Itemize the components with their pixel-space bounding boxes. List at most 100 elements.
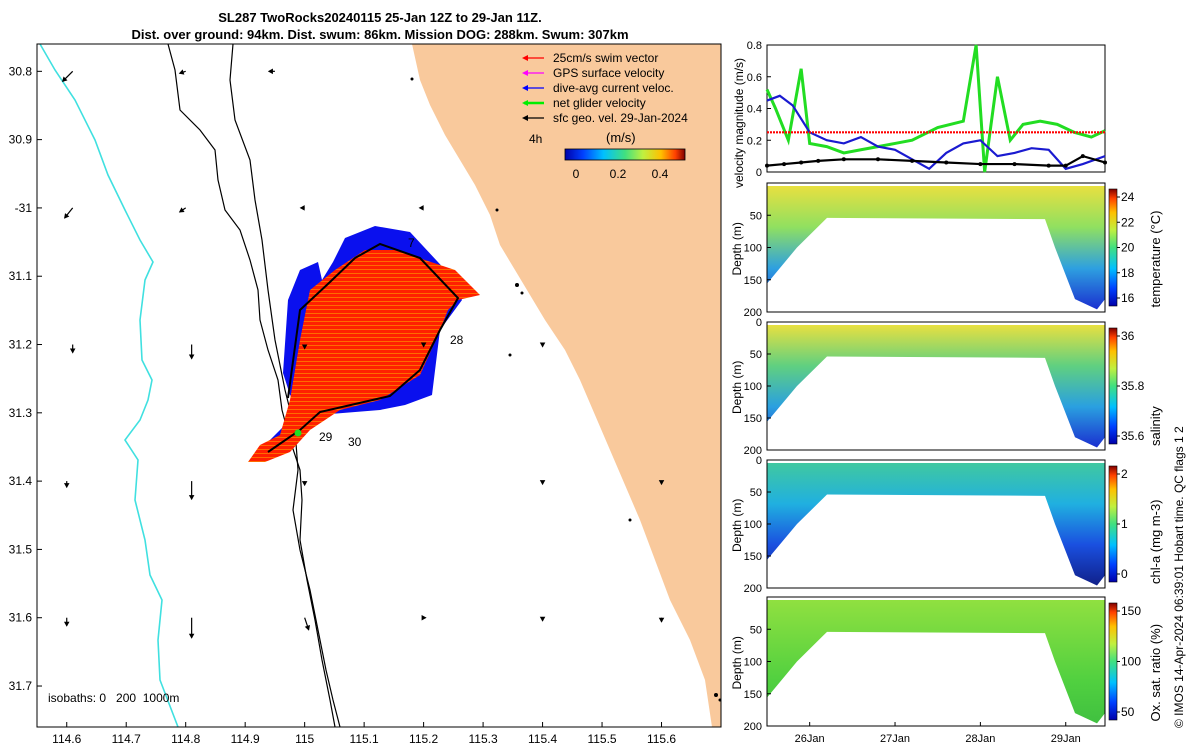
map-ytick-label: 31.7 <box>9 679 33 693</box>
colorbar-tick-label: 22 <box>1121 215 1135 229</box>
map-xtick-label: 115.5 <box>587 732 616 746</box>
salinity-depth-ylabel: Depth (m) <box>730 361 744 414</box>
temperature-depth-ylabel: Depth (m) <box>730 222 744 275</box>
depth-tick-label: 100 <box>744 243 762 255</box>
oxygen-colorbar-label: Ox. sat. ratio (%) <box>1148 624 1163 722</box>
legend-label: GPS surface velocity <box>553 66 664 80</box>
geo-velocity-arrowhead <box>420 342 427 348</box>
colorbar-tick-2: 0.4 <box>652 167 669 181</box>
salinity-colorbar <box>1108 327 1118 445</box>
colorbar-tick-label: 24 <box>1121 190 1135 204</box>
depth-tick-label: 100 <box>744 657 762 669</box>
temperature-colorbar <box>1108 188 1118 307</box>
velocity-point <box>1063 163 1068 168</box>
isobaths-label: isobaths: 0 200 1000m <box>48 691 179 705</box>
map-xtick-label: 115.1 <box>350 732 379 746</box>
velocity-point <box>944 160 949 165</box>
geo-velocity-arrowhead <box>421 614 427 621</box>
colorbar-tick-0: 0 <box>573 167 580 181</box>
geo-velocity-arrowhead <box>658 480 665 486</box>
velocity-ytick-label: 0.4 <box>747 104 762 116</box>
figure-title-line2: Dist. over ground: 94km. Dist. swum: 86k… <box>131 27 629 42</box>
velocity-point <box>765 163 769 168</box>
map-xtick-label: 114.7 <box>112 732 141 746</box>
map-ytick-label: 30.8 <box>9 64 33 78</box>
geo-velocity-arrowhead <box>301 344 308 350</box>
geo-velocity-arrowhead <box>188 633 195 639</box>
interval-label: 4h <box>529 132 542 146</box>
geo-velocity-arrowhead <box>188 354 195 360</box>
map-xtick-label: 114.8 <box>171 732 200 746</box>
geo-velocity-arrowhead <box>63 621 70 627</box>
colorbar-tick-label: 2 <box>1121 467 1128 481</box>
depth-tick-label: 0 <box>756 455 762 467</box>
day-label-30: 30 <box>348 435 362 449</box>
map-xtick-label: 115.2 <box>409 732 438 746</box>
legend-label: sfc geo. vel. 29-Jan-2024 <box>553 111 688 125</box>
depth-tick-label: 50 <box>750 487 762 499</box>
map-ytick-label: 31.2 <box>9 338 33 352</box>
velocity-point <box>875 157 880 162</box>
map-x-axis: 114.6 114.7 114.8 114.9 115 115.1 115.2 115.3 11… <box>52 722 676 746</box>
depth-tick-label: 100 <box>744 519 762 531</box>
geo-velocity-arrowhead <box>178 69 185 75</box>
velocity-series-line <box>766 154 1106 167</box>
colorbar-tick-label: 35.6 <box>1121 429 1145 443</box>
map-xtick-label: 115.6 <box>647 732 676 746</box>
map-ytick-label: 30.9 <box>9 133 33 147</box>
legend-entry: 25cm/s swim vector <box>522 51 658 65</box>
colorbar-tick-1: 0.2 <box>610 167 627 181</box>
velocity-point <box>1080 154 1085 159</box>
legend-entry: sfc geo. vel. 29-Jan-2024 <box>522 111 688 125</box>
oxygen-depth-ylabel: Depth (m) <box>730 636 744 689</box>
isobath-200m <box>167 44 336 727</box>
time-tick-label: 29Jan <box>1051 733 1081 745</box>
velocity-ytick-label: 0 <box>756 167 762 179</box>
depth-tick-label: 200 <box>744 583 762 595</box>
map-xtick-label: 114.9 <box>231 732 260 746</box>
figure-title-line1: SL287 TwoRocks20240115 25-Jan 12Z to 29-… <box>218 10 542 25</box>
legend-entry: net glider velocity <box>522 96 646 110</box>
temperature-section-panel: 50 100 150 200 Depth (m) 16 18 20 22 24 temperatur… <box>730 182 1163 319</box>
day-label-27: 7 <box>408 236 415 250</box>
velocity-point <box>1012 162 1017 167</box>
velocity-series-line <box>765 44 1106 173</box>
glider-position <box>294 429 302 437</box>
isobath-1000m <box>39 44 179 727</box>
geo-velocity-arrowhead <box>418 205 424 211</box>
time-tick-label: 26Jan <box>795 733 825 745</box>
depth-tick-label: 150 <box>744 689 762 701</box>
track-map: 7 28 29 30 114.6 114.7 114.8 114.9 115 115.1 1… <box>9 43 722 746</box>
time-x-axis: 26Jan 27Jan 28Jan 29Jan <box>795 722 1081 745</box>
chla-colorbar-label: chl-a (mg m-3) <box>1148 499 1163 584</box>
geo-velocity-arrowhead <box>63 483 70 489</box>
chla-colorbar <box>1108 465 1118 583</box>
colorbar-tick-label: 18 <box>1121 266 1135 280</box>
day-label-28: 28 <box>450 333 464 347</box>
map-ytick-label: 31.4 <box>9 474 33 488</box>
map-y-axis: 30.8 30.9 -31 31.1 31.2 31.3 31.4 31.5 31.6 31.7 <box>9 64 42 693</box>
speed-colorbar <box>564 148 686 161</box>
velocity-point <box>816 158 821 163</box>
swim-vector-swath <box>248 250 480 462</box>
colorbar-tick-label: 36 <box>1121 329 1135 343</box>
legend-label: dive-avg current veloc. <box>553 81 674 95</box>
chla-depth-ylabel: Depth (m) <box>730 499 744 552</box>
depth-tick-label: 100 <box>744 381 762 393</box>
time-tick-label: 28Jan <box>965 733 995 745</box>
chla-section-panel: 0 50 100 150 200 Depth (m) 0 1 2 chl-a (mg m-3) <box>730 455 1163 595</box>
velocity-series-line <box>766 94 1106 171</box>
geo-velocity-arrowhead <box>178 207 185 213</box>
velocity-ytick-label: 0.6 <box>747 72 762 84</box>
depth-tick-label: 50 <box>750 349 762 361</box>
islets <box>410 77 721 702</box>
colorbar-tick-label: 1 <box>1121 517 1128 531</box>
map-ytick-label: 31.5 <box>9 542 33 556</box>
depth-tick-label: 200 <box>744 307 762 319</box>
map-xtick-label: 115.4 <box>528 732 557 746</box>
velocity-point <box>1046 163 1051 168</box>
geo-velocity-arrowhead <box>61 76 68 83</box>
geo-velocity-arrowhead <box>539 480 546 486</box>
colorbar-tick-label: 100 <box>1121 655 1141 669</box>
